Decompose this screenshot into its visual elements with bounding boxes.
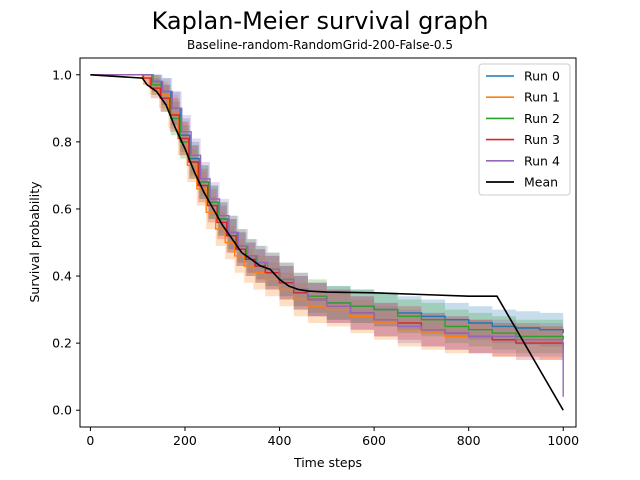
legend-label-run-2: Run 2 (524, 111, 560, 126)
y-tick-label: 1.0 (52, 67, 72, 82)
x-axis-ticks: 0 200 400 600 800 1000 (86, 427, 579, 448)
chart-subtitle: Baseline-random-RandomGrid-200-False-0.5 (187, 38, 453, 52)
legend-label-run-1: Run 1 (524, 90, 560, 105)
chart-title: Kaplan-Meier survival graph (152, 7, 489, 35)
legend-label-run-0: Run 0 (524, 69, 560, 84)
x-tick-label: 800 (457, 433, 481, 448)
confidence-band-run-0 (90, 74, 564, 350)
x-axis-label: Time steps (293, 455, 362, 470)
x-tick-label: 400 (268, 433, 292, 448)
legend-label-run-4: Run 4 (524, 153, 560, 168)
survival-lines (90, 74, 564, 411)
y-tick-label: 0.8 (52, 134, 72, 149)
y-tick-label: 0.0 (52, 403, 72, 418)
series-line-mean (90, 74, 564, 411)
x-tick-label: 200 (173, 433, 197, 448)
x-tick-label: 0 (86, 433, 94, 448)
y-tick-label: 0.6 (52, 201, 72, 216)
legend-label-run-3: Run 3 (524, 132, 560, 147)
y-tick-label: 0.4 (52, 269, 72, 284)
y-axis-label: Survival probability (27, 181, 42, 303)
series-line-run-4 (90, 74, 564, 397)
plot-area-frame (79, 57, 577, 428)
legend-label-mean: Mean (524, 175, 558, 190)
y-tick-label: 0.2 (52, 336, 72, 351)
x-tick-label: 1000 (547, 433, 579, 448)
x-tick-label: 600 (362, 433, 386, 448)
y-axis-ticks: 0.0 0.2 0.4 0.6 0.8 1.0 (52, 67, 80, 418)
legend: Run 0 Run 1 Run 2 Run 3 Run 4 Mean (478, 63, 571, 196)
